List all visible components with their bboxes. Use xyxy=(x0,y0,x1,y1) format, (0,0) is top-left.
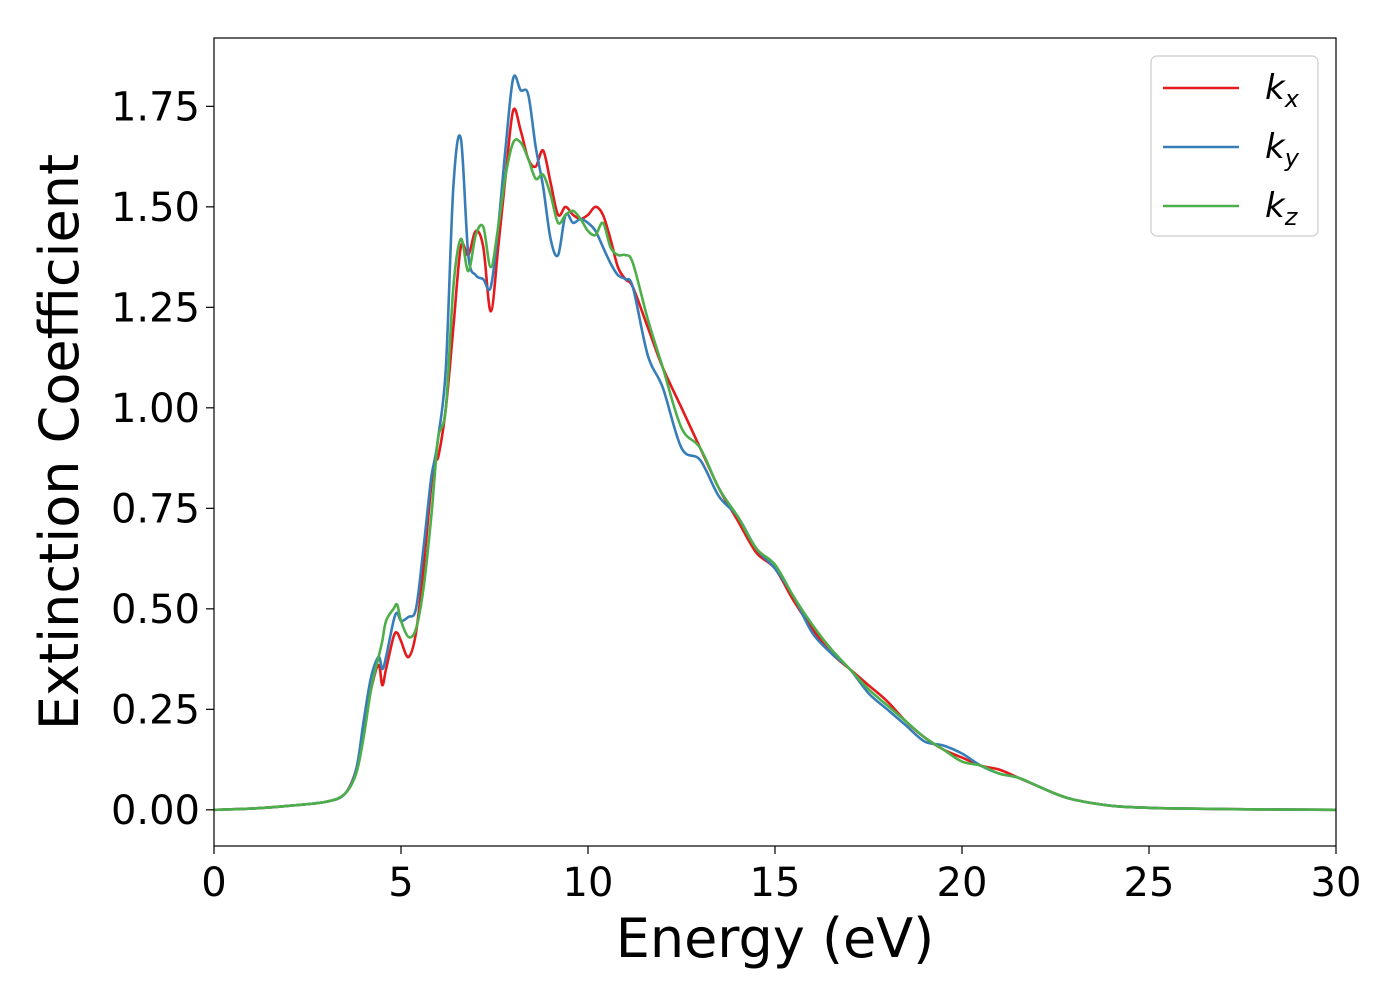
y-tick-label: 0.00 xyxy=(111,788,200,834)
y-tick-label: 1.25 xyxy=(111,285,200,331)
y-tick-label: 0.50 xyxy=(111,587,200,633)
legend-label-main: k xyxy=(1265,127,1286,167)
legend-label-main: k xyxy=(1265,186,1286,226)
legend-label-subscript: x xyxy=(1284,85,1300,113)
x-tick-label: 5 xyxy=(388,860,413,906)
x-tick-label: 20 xyxy=(937,860,988,906)
legend-label-x: kx xyxy=(1265,68,1300,113)
legend-label-subscript: z xyxy=(1284,203,1299,231)
y-tick-label: 1.00 xyxy=(111,386,200,432)
x-axis-ticks: 0 5 10 15 20 25 30 xyxy=(201,846,1361,906)
plot-lines xyxy=(213,74,1337,812)
legend-label-y: ky xyxy=(1265,127,1300,172)
y-axis-ticks: 0.00 0.25 0.50 0.75 1.00 1.25 1.50 1.75 xyxy=(111,84,214,834)
legend-label-subscript: y xyxy=(1284,144,1300,172)
plot-frame xyxy=(213,37,1337,847)
series-line-z xyxy=(213,138,1337,812)
legend-label-z: kz xyxy=(1265,186,1299,231)
x-tick-label: 0 xyxy=(201,860,226,906)
x-tick-label: 30 xyxy=(1311,860,1362,906)
y-axis-label: Extinction Coefficient xyxy=(28,154,91,730)
y-tick-label: 1.75 xyxy=(111,84,200,130)
x-tick-label: 10 xyxy=(563,860,614,906)
y-tick-label: 0.75 xyxy=(111,486,200,532)
x-tick-label: 25 xyxy=(1124,860,1175,906)
legend-label-main: k xyxy=(1265,68,1286,108)
x-axis-label: Energy (eV) xyxy=(616,907,935,970)
y-tick-label: 0.25 xyxy=(111,687,200,733)
x-tick-label: 15 xyxy=(750,860,801,906)
y-tick-label: 1.50 xyxy=(111,185,200,231)
